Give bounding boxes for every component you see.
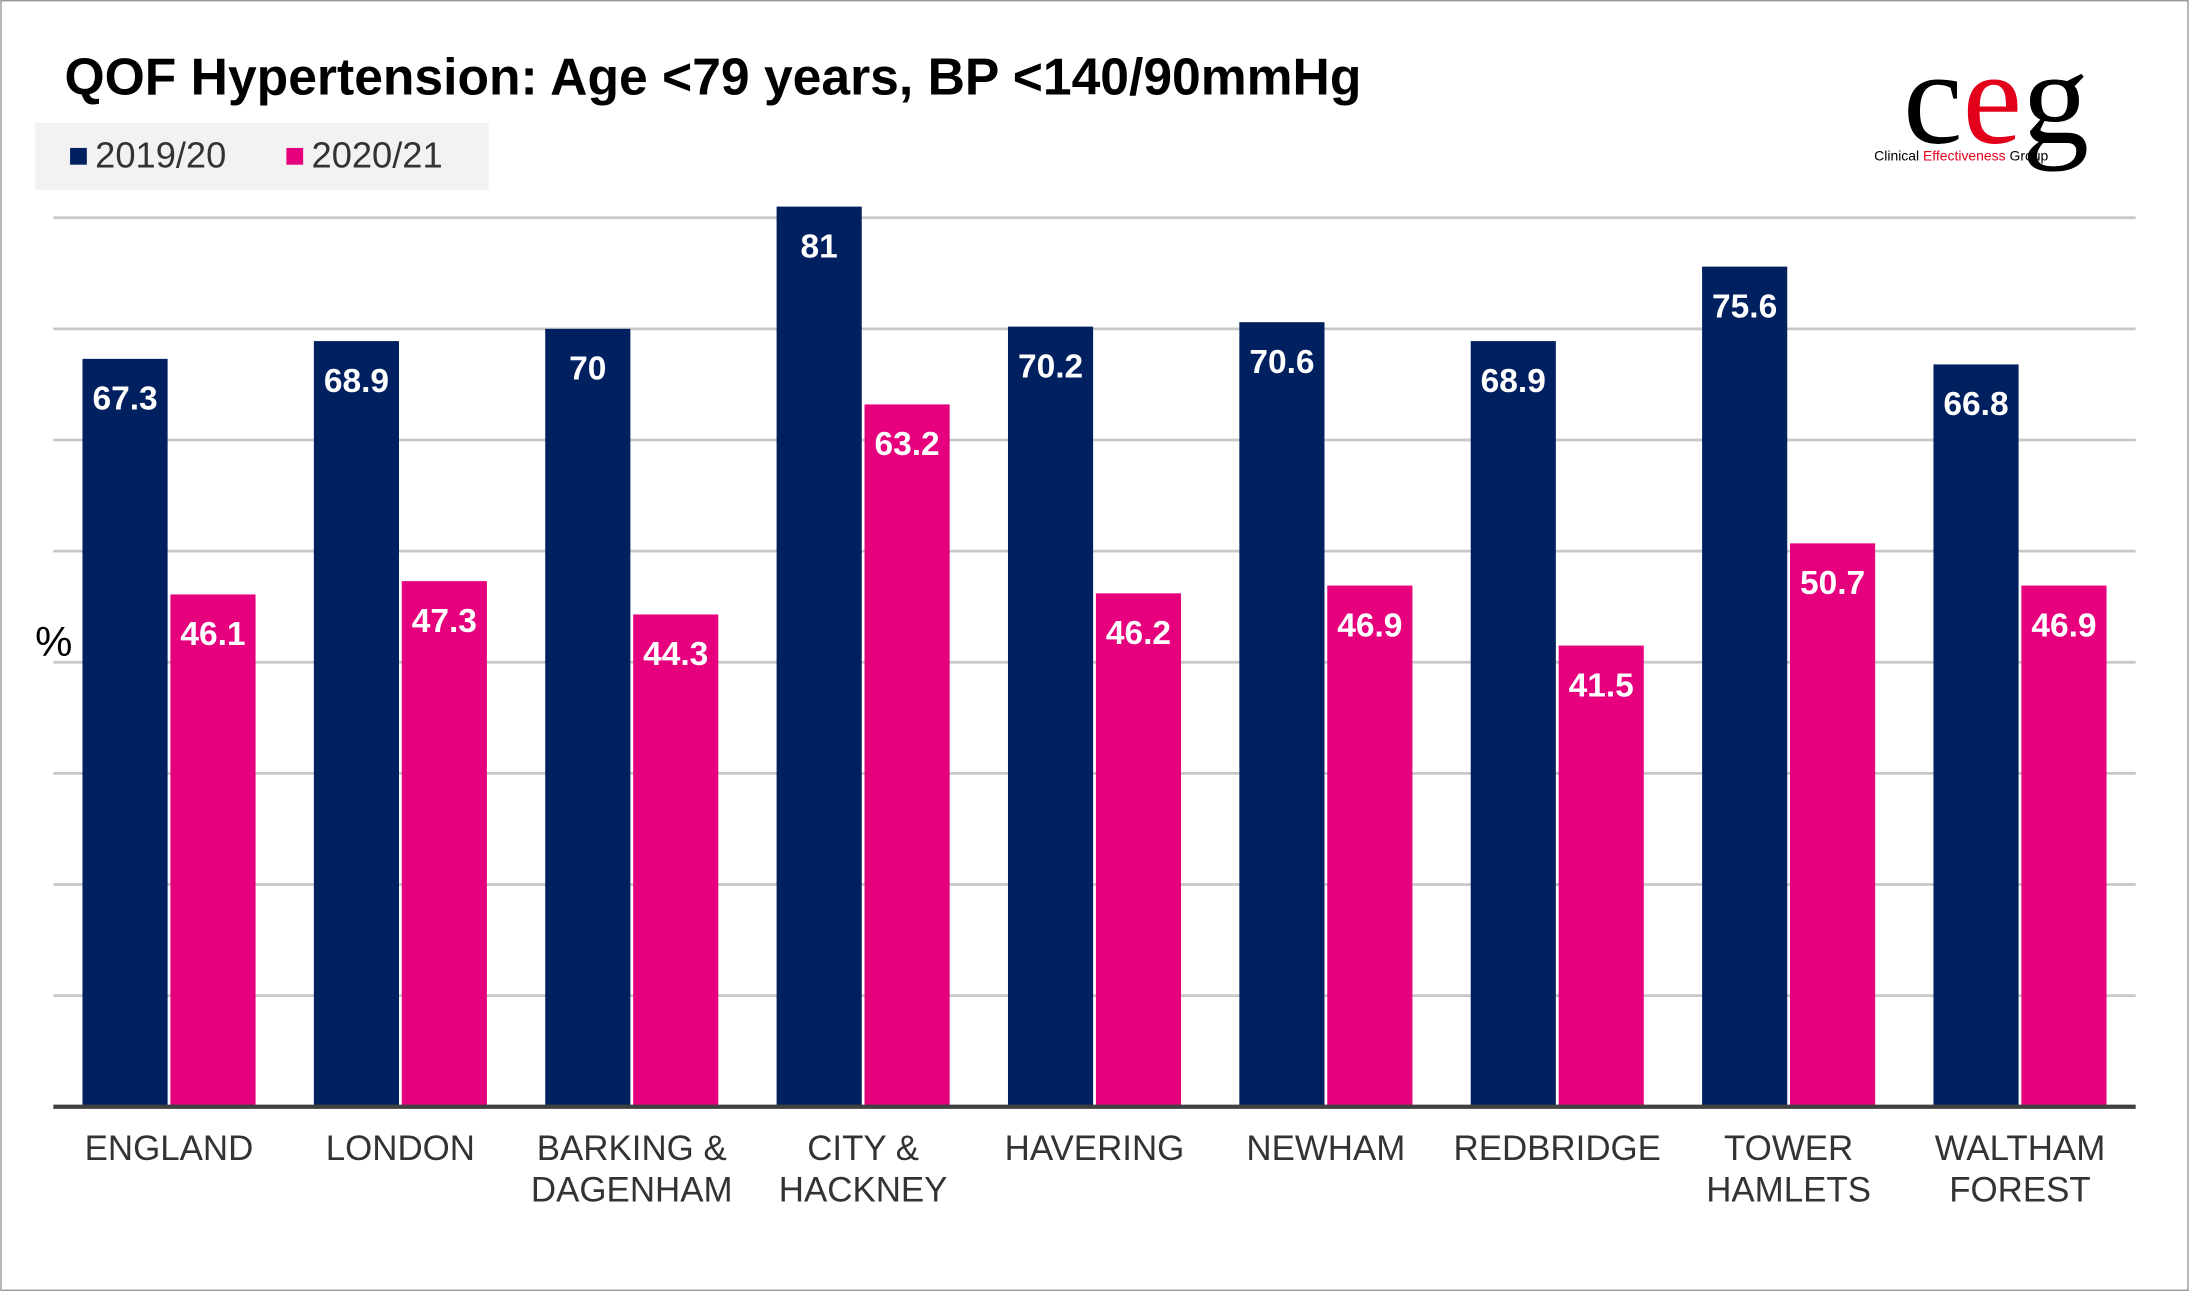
value-label: 46.9 (2031, 607, 2096, 644)
value-label: 81 (801, 228, 838, 265)
bar (1095, 593, 1182, 1107)
value-label: 44.3 (643, 636, 708, 673)
logo-letter: e (1963, 23, 2022, 171)
x-tick-label-box: WALTHAM FOREST (1934, 1129, 2106, 1211)
x-tick-label-box: REDBRIDGE (1453, 1129, 1661, 1169)
x-tick-label-box: HAVERING (1004, 1129, 1185, 1169)
bar (776, 206, 862, 1107)
logo-letter: g (2022, 23, 2089, 171)
legend-swatch (286, 147, 304, 165)
value-label: 46.1 (180, 616, 245, 653)
bar (1790, 543, 1876, 1107)
bar (1470, 341, 1556, 1107)
value-label: 68.9 (1481, 363, 1546, 400)
value-label: 50.7 (1800, 565, 1865, 602)
x-tick-label: REDBRIDGE (1453, 1129, 1661, 1169)
value-label: 47.3 (412, 603, 477, 640)
value-label: 41.5 (1569, 667, 1634, 704)
bar (313, 341, 399, 1107)
x-tick-label-box: NEWHAM (1246, 1129, 1406, 1169)
legend-swatch (70, 147, 87, 165)
bar (1007, 326, 1094, 1107)
value-label: 67.3 (92, 381, 157, 418)
x-tick-label: NEWHAM (1246, 1129, 1406, 1169)
legend-label: 2020/21 (312, 134, 443, 175)
logo: ceg (1903, 23, 2089, 171)
x-tick-label: LONDON (325, 1129, 476, 1169)
value-label: 75.6 (1712, 288, 1777, 325)
value-label: 66.8 (1943, 386, 2008, 423)
bar (864, 404, 950, 1107)
bar (2021, 585, 2107, 1107)
bar (633, 614, 719, 1107)
bar (1702, 266, 1788, 1107)
x-tick-label: ENGLAND (84, 1129, 254, 1169)
bar (545, 328, 631, 1107)
bar (82, 358, 168, 1107)
value-label: 70.6 (1249, 344, 1314, 381)
x-tick-label-box: TOWER HAMLETS (1706, 1129, 1872, 1211)
bar (1327, 585, 1413, 1107)
legend-label: 2019/20 (95, 134, 226, 175)
logo-text: Group (2006, 147, 2049, 163)
x-tick-label: WALTHAM FOREST (1934, 1129, 2106, 1211)
value-label: 46.2 (1106, 615, 1171, 652)
bar (1558, 645, 1644, 1107)
x-tick-label-box: LONDON (325, 1129, 476, 1169)
value-label: 68.9 (324, 363, 389, 400)
bar (170, 594, 256, 1107)
value-label: 63.2 (875, 426, 940, 463)
value-label: 46.9 (1337, 607, 1402, 644)
value-label: 70.2 (1018, 348, 1083, 385)
x-tick-label: TOWER HAMLETS (1706, 1129, 1872, 1211)
value-label: 70 (569, 351, 606, 388)
bar (1239, 322, 1325, 1107)
x-tick-label: BARKING & DAGENHAM (530, 1129, 733, 1211)
logo-letter: c (1903, 23, 1962, 171)
x-tick-label-box: BARKING & DAGENHAM (530, 1129, 733, 1211)
y-axis-label: % (35, 618, 72, 665)
x-tick-label: CITY & HACKNEY (778, 1129, 948, 1211)
logo-text: Clinical (1874, 147, 1923, 163)
logo-subtitle: Clinical Effectiveness Group (1874, 147, 2048, 163)
x-tick-label-box: CITY & HACKNEY (778, 1129, 948, 1211)
x-tick-label-box: ENGLAND (84, 1129, 254, 1169)
bar (1933, 364, 2019, 1107)
x-tick-label: HAVERING (1004, 1129, 1185, 1169)
legend-box (35, 122, 489, 190)
logo-text: Effectiveness (1923, 147, 2006, 163)
chart-title: QOF Hypertension: Age <79 years, BP <140… (64, 48, 1361, 106)
bar (401, 581, 487, 1107)
